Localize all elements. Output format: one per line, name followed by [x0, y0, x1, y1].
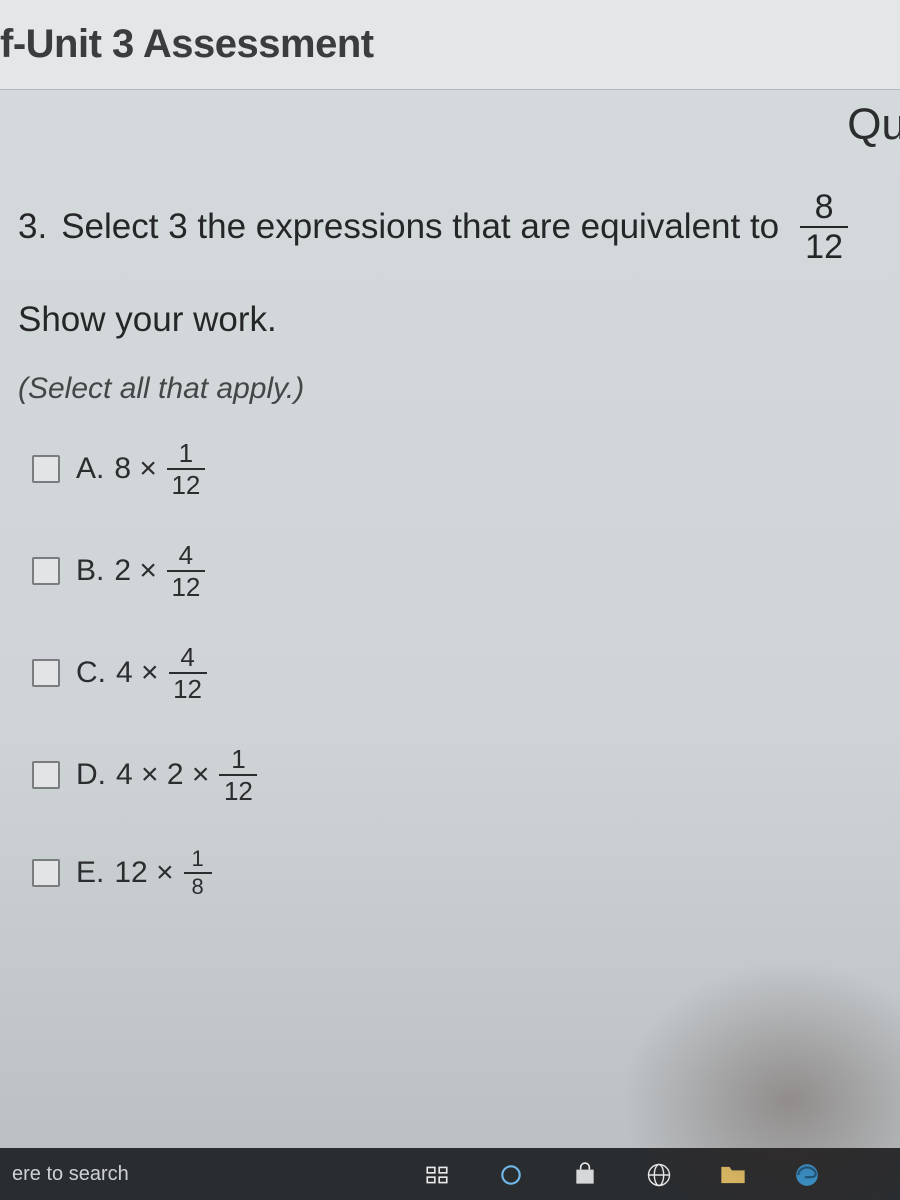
checkbox-d[interactable]: [32, 761, 60, 789]
question-counter-partial: Qu: [847, 100, 900, 150]
option-d-fraction: 1 12: [219, 746, 257, 804]
option-b-label: B. 2 × 4 12: [76, 542, 205, 600]
option-c-prefix: 4 ×: [116, 656, 159, 690]
option-a[interactable]: A. 8 × 1 12: [32, 440, 900, 498]
question-number: 3.: [18, 207, 47, 247]
taskbar-icons: [420, 1158, 824, 1192]
option-c-letter: C.: [76, 656, 106, 690]
option-e-letter: E.: [76, 856, 104, 890]
question-prompt-row: 3. Select 3 the expressions that are equ…: [18, 190, 900, 264]
folder-icon[interactable]: [716, 1158, 750, 1192]
task-view-icon[interactable]: [420, 1158, 454, 1192]
option-a-label: A. 8 × 1 12: [76, 440, 205, 498]
target-fraction: 8 12: [799, 190, 849, 264]
globe-icon[interactable]: [642, 1158, 676, 1192]
option-b-letter: B.: [76, 554, 104, 588]
cortana-icon[interactable]: [494, 1158, 528, 1192]
option-b[interactable]: B. 2 × 4 12: [32, 542, 900, 600]
option-d[interactable]: D. 4 × 2 × 1 12: [32, 746, 900, 804]
option-a-prefix: 8 ×: [114, 452, 157, 486]
checkbox-e[interactable]: [32, 859, 60, 887]
option-e-fraction: 1 8: [184, 848, 212, 898]
content-area: Qu 3. Select 3 the expressions that are …: [0, 90, 900, 898]
store-icon[interactable]: [568, 1158, 602, 1192]
option-e[interactable]: E. 12 × 1 8: [32, 848, 900, 898]
checkbox-c[interactable]: [32, 659, 60, 687]
checkbox-b[interactable]: [32, 557, 60, 585]
option-d-letter: D.: [76, 758, 106, 792]
edge-icon[interactable]: [790, 1158, 824, 1192]
option-c-fraction: 4 12: [169, 644, 207, 702]
option-e-prefix: 12 ×: [114, 856, 173, 890]
page-header: f-Unit 3 Assessment: [0, 0, 900, 90]
checkbox-a[interactable]: [32, 455, 60, 483]
option-d-prefix: 4 × 2 ×: [116, 758, 209, 792]
select-all-hint: (Select all that apply.): [18, 372, 900, 406]
option-e-label: E. 12 × 1 8: [76, 848, 212, 898]
target-fraction-denominator: 12: [799, 228, 849, 264]
option-c-label: C. 4 × 4 12: [76, 644, 207, 702]
option-a-fraction: 1 12: [167, 440, 205, 498]
option-c[interactable]: C. 4 × 4 12: [32, 644, 900, 702]
options-list: A. 8 × 1 12 B. 2 × 4: [18, 440, 900, 898]
taskbar-search-text[interactable]: ere to search: [12, 1163, 129, 1186]
screen: f-Unit 3 Assessment Qu 3. Select 3 the e…: [0, 0, 900, 1200]
option-d-label: D. 4 × 2 × 1 12: [76, 746, 257, 804]
target-fraction-numerator: 8: [809, 190, 840, 226]
option-b-prefix: 2 ×: [114, 554, 157, 588]
show-work-text: Show your work.: [18, 300, 900, 340]
option-a-letter: A.: [76, 452, 104, 486]
question-prompt: Select 3 the expressions that are equiva…: [61, 207, 779, 247]
option-b-fraction: 4 12: [167, 542, 205, 600]
page-title: f-Unit 3 Assessment: [0, 22, 374, 67]
